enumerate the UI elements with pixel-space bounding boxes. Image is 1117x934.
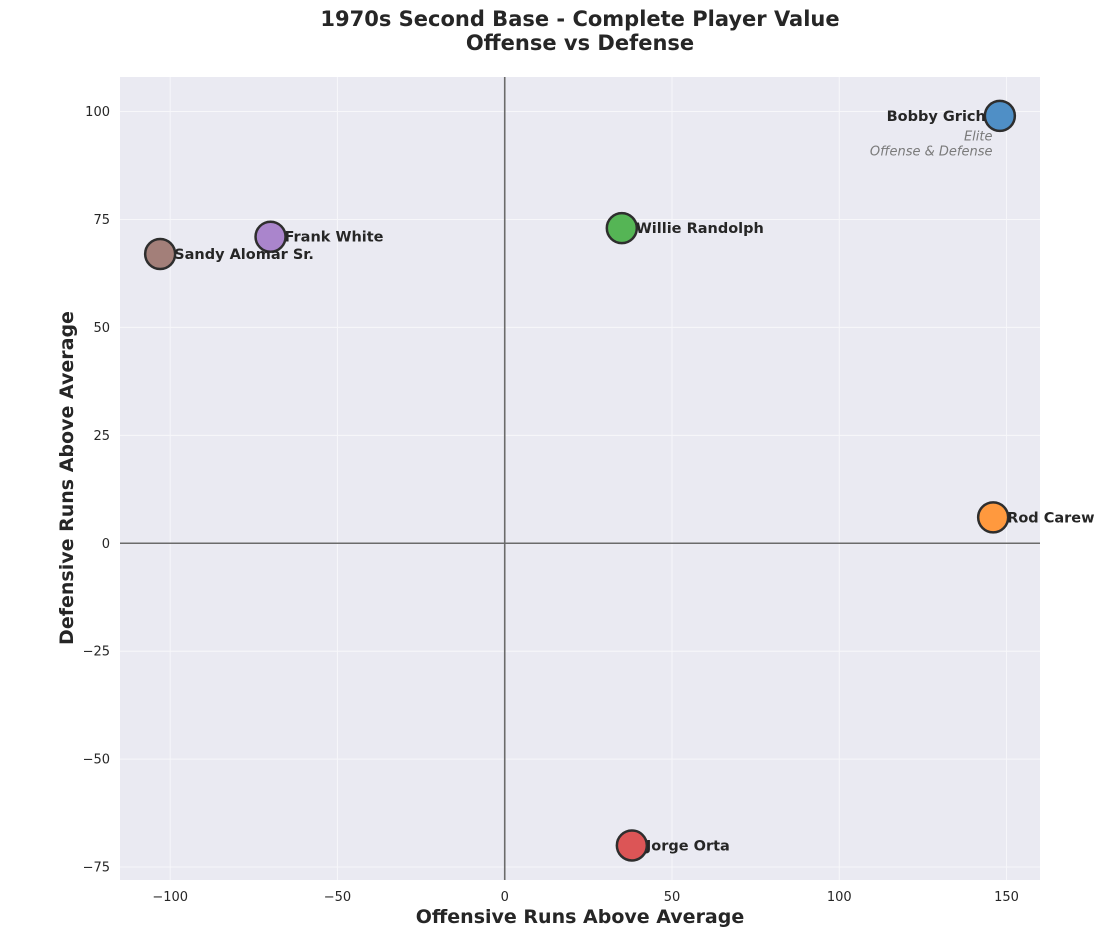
x-axis-label: Offensive Runs Above Average: [416, 906, 745, 928]
data-point: [254, 220, 287, 253]
y-tick-label: 100: [85, 105, 110, 120]
data-point: [983, 99, 1017, 133]
point-label: Bobby Grich: [887, 109, 986, 125]
x-tick-label: 0: [501, 890, 509, 905]
x-tick-label: 100: [827, 890, 852, 905]
point-label: Rod Carew: [1007, 510, 1094, 526]
x-tick-label: −100: [152, 890, 188, 905]
point-label: Frank White: [285, 230, 384, 246]
data-point: [615, 829, 649, 862]
plot-area: [120, 77, 1040, 880]
y-tick-label: 0: [102, 537, 110, 552]
chart-title: 1970s Second Base - Complete Player Valu…: [320, 7, 839, 31]
y-tick-label: −75: [83, 861, 110, 876]
data-point: [605, 211, 639, 245]
annotation-text: Offense & Defense: [870, 144, 993, 159]
data-point: [143, 237, 177, 271]
chart-subtitle: Offense vs Defense: [466, 31, 694, 55]
x-tick-label: −50: [324, 890, 351, 905]
y-tick-label: −50: [83, 753, 110, 768]
data-points: Bobby Grich Rod Carew Willie Randolph Frank…: [143, 99, 1095, 862]
y-tick-label: 50: [93, 321, 110, 336]
point-label: Sandy Alomar Sr.: [174, 247, 314, 263]
x-tick-label: 150: [994, 890, 1019, 905]
y-axis-label: Defensive Runs Above Average: [56, 311, 78, 645]
point-label: Jorge Orta: [645, 838, 730, 854]
y-tick-label: −25: [83, 645, 110, 660]
x-tick-label: 50: [664, 890, 681, 905]
y-tick-label: 25: [93, 429, 110, 444]
tick-labels: −100 −50 0 50 100 150 −75 −50 −25 0 25 50 75 100: [83, 105, 1019, 905]
point-label: Willie Randolph: [636, 221, 764, 237]
annotation-text: Elite: [964, 129, 993, 144]
y-tick-label: 75: [93, 213, 110, 228]
data-point: [976, 501, 1010, 534]
reference-lines: [120, 77, 1040, 880]
